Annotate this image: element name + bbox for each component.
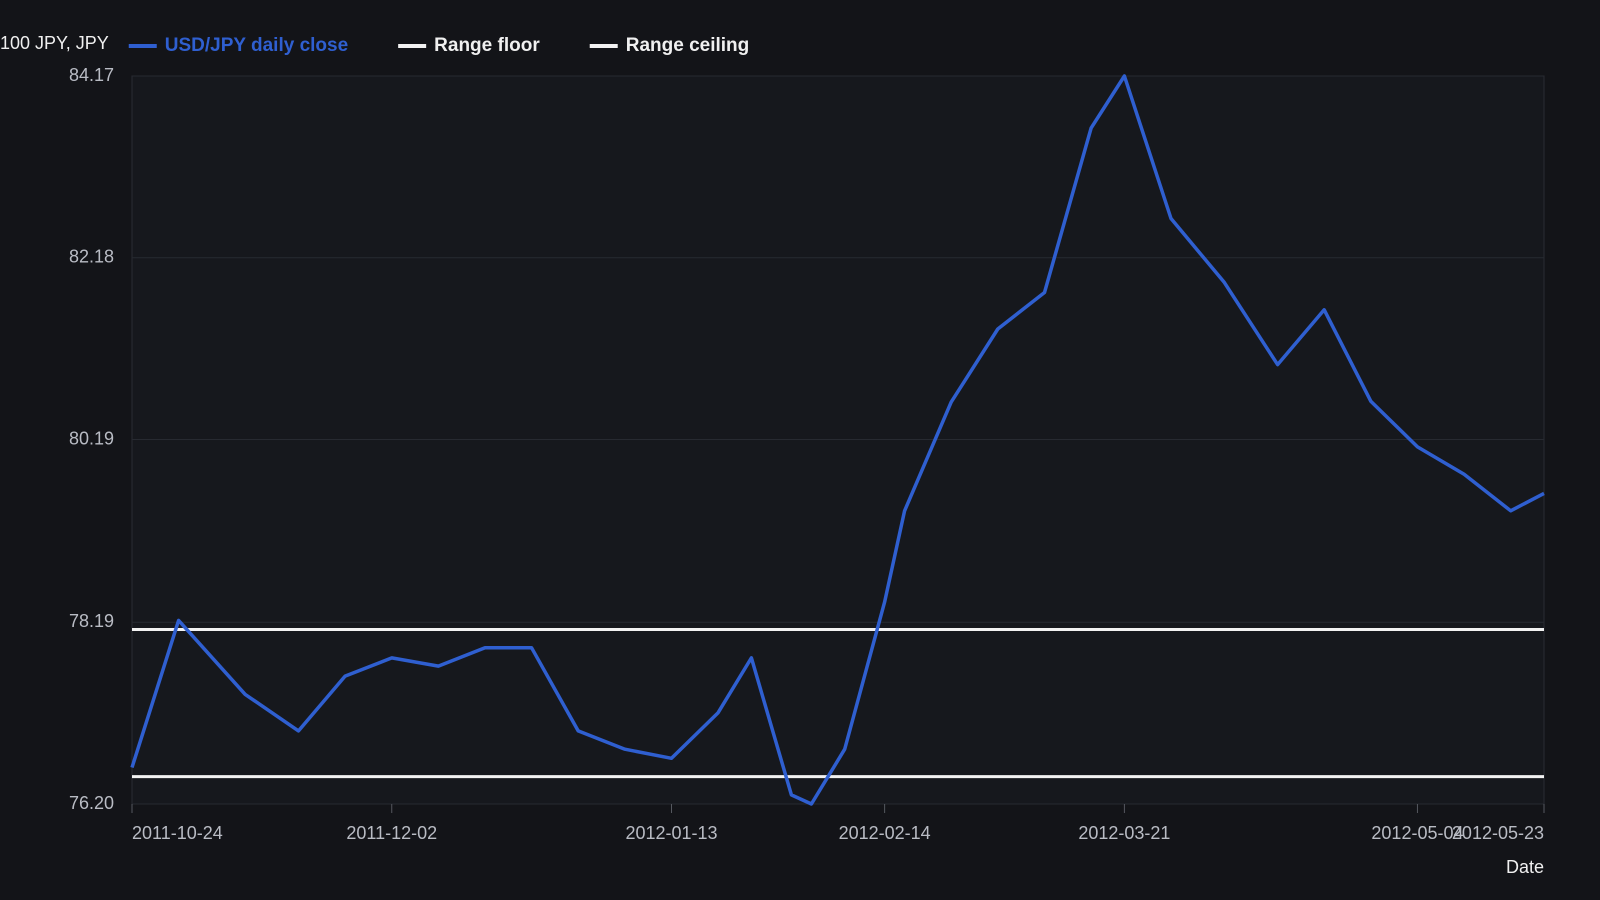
y-tick-label: 78.19 bbox=[69, 611, 114, 631]
legend-label: USD/JPY daily close bbox=[165, 35, 348, 56]
y-axis-label: 100 JPY, JPY bbox=[0, 33, 109, 53]
x-tick-label: 2012-02-14 bbox=[839, 823, 931, 843]
y-tick-label: 76.20 bbox=[69, 793, 114, 813]
y-tick-label: 84.17 bbox=[69, 65, 114, 85]
x-tick-label: 2011-10-24 bbox=[132, 823, 223, 843]
legend-label: Range ceiling bbox=[626, 35, 750, 56]
x-tick-label: 2011-12-02 bbox=[346, 823, 437, 843]
x-tick-label: 2012-05-23 bbox=[1452, 823, 1544, 843]
price-line bbox=[130, 74, 1545, 806]
legend-label: Range floor bbox=[434, 35, 540, 56]
x-axis-label: Date bbox=[1506, 857, 1544, 877]
x-tick-label: 2012-03-21 bbox=[1078, 823, 1170, 843]
y-tick-label: 82.18 bbox=[69, 247, 114, 267]
x-tick-label: 2012-01-13 bbox=[625, 823, 717, 843]
y-tick-label: 80.19 bbox=[69, 428, 114, 448]
x-tick-label: 2012-05-04 bbox=[1371, 823, 1463, 843]
